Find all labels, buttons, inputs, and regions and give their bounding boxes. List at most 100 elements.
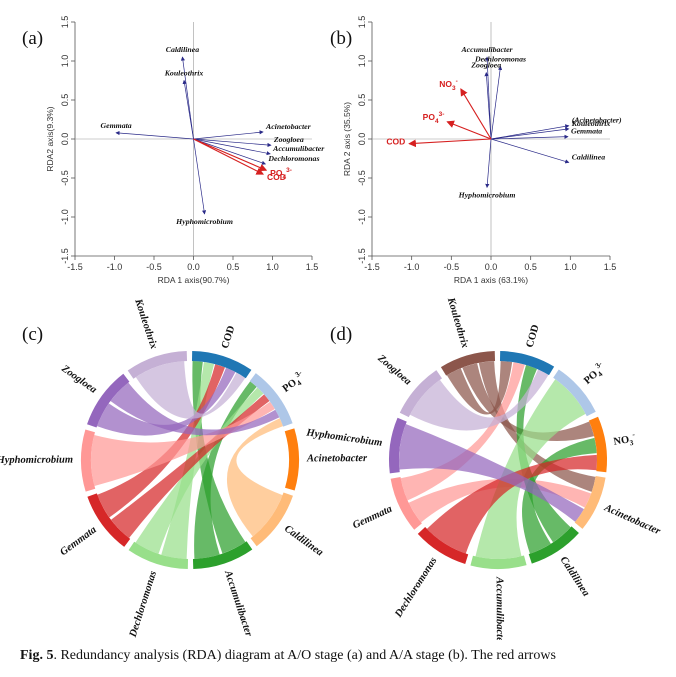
species-label-gemmata: Gemmata — [571, 127, 602, 136]
chord-label-hyphomicrobium: Hyphomicrobium — [305, 428, 383, 450]
chord-label-base: Zoogloea — [58, 363, 98, 396]
chord-ribbon-kouleothrix-cod — [446, 361, 513, 415]
chord-label-gemmata: Gemmata — [351, 504, 394, 532]
y-tick-label: 1.5 — [60, 16, 70, 29]
chord-ribbon-accumulibacter-po — [475, 379, 586, 559]
species-arrow-hyphomicrobium — [193, 138, 207, 215]
y-axis-title: RDA 2 axis (35.5%) — [342, 102, 352, 176]
rda-panel-b: (b) -1.5 -1.0 -0.5 0.0 0.5 1.0 1.5 1.5 1.0 0.5 0.0 -… — [330, 16, 622, 285]
chord-label-dechloromonas: Dechloromonas — [393, 556, 440, 621]
env-arrow-cod — [408, 138, 492, 148]
chord-label-hyphomicrobium: Hyphomicrobium — [0, 455, 73, 466]
chord-label-zoogloea: Zoogloea — [58, 363, 98, 396]
chord-label-base: Dechloromonas — [393, 556, 440, 621]
chord-ribbon-kouleothrix-acinetobacter — [478, 361, 596, 492]
species-arrow-zoogloea — [484, 72, 492, 140]
chord-label-base: Kouleothrix — [444, 296, 470, 350]
chord-ribbon-zoogloea-cod — [409, 369, 549, 431]
species-label-accumulibacter: Accumulibacter — [272, 144, 325, 153]
y-tick-label: 0.0 — [357, 133, 367, 146]
chord-ribbon-kouleothrix-cod — [135, 361, 246, 419]
species-label-kouleothrix: Kouleothrix — [164, 69, 204, 78]
chord-label-base: Zoogloea — [374, 353, 412, 388]
species-label-zoogloea: Zoogloea — [273, 135, 304, 144]
species-arrow-acinetobacter — [193, 130, 264, 140]
species-label-caldilinea: Caldilinea — [572, 152, 605, 161]
x-tick-label: 0.0 — [187, 262, 200, 272]
panel-label: (d) — [330, 324, 352, 345]
panel-label: (a) — [22, 28, 43, 49]
species-label-zoogloea: Zoogloea — [470, 61, 501, 70]
chord-label-sup: 3- — [593, 359, 604, 370]
env-arrow-no3 — [460, 88, 492, 140]
chord-ribbon-dechloromonas-no — [426, 454, 597, 554]
chord-ribbon-gemmata-cod — [400, 362, 525, 501]
chord-label-base: Caldilinea — [557, 555, 591, 599]
chord-label-base: COD — [220, 324, 238, 350]
species-label-acinetobacter: Acinetobacter — [265, 122, 312, 131]
chord-label-kouleothrix: Kouleothrix — [132, 297, 159, 351]
species-label-caldilinea: Caldilinea — [166, 45, 199, 54]
x-axis-title: RDA 1 axis (63.1%) — [454, 275, 528, 285]
species-arrow-hyphomicrobium — [485, 138, 492, 189]
rda-panel-a: (a) -1.5 -1.0 -0.5 0.0 0.5 1.0 1.5 1.5 1.0 0.5 0.0 -… — [22, 16, 325, 285]
env-label-sup: - — [456, 78, 458, 85]
chord-sector-zoogloea — [399, 370, 443, 418]
env-arrow-po4-3 — [193, 138, 268, 172]
chord-label-cod: COD — [525, 323, 542, 349]
chord-ribbons — [90, 361, 284, 559]
x-tick-label: 0.0 — [485, 262, 498, 272]
species-arrow-dechloromonas — [490, 65, 503, 140]
chord-label-base: Gemmata — [351, 504, 394, 532]
chord-label-accumulibacter: Accumulibacter — [221, 568, 254, 639]
y-tick-label: -1.0 — [60, 209, 70, 225]
chord-label-base: Gemmata — [59, 525, 99, 559]
chord-label-base: COD — [525, 323, 542, 349]
x-tick-label: 0.5 — [227, 262, 240, 272]
panel-label: (c) — [22, 324, 43, 345]
species-label-gemmata: Gemmata — [100, 121, 131, 130]
env-label-po4-3: PO43- — [423, 111, 445, 125]
chord-label-base: Acinetobacter — [306, 454, 368, 465]
env-label-sub: 3 — [452, 85, 456, 92]
chord-label-zoogloea: Zoogloea — [374, 353, 412, 388]
chord-label-po: PO43- — [579, 359, 609, 388]
chord-ribbon-hyphomicrobium-acinetobacter — [399, 423, 584, 522]
caption-label: Fig. 5 — [20, 648, 54, 663]
y-tick-label: 1.5 — [357, 16, 367, 29]
chord-ribbon-caldilinea-po — [226, 418, 284, 537]
chord-sector-dechloromonas — [417, 527, 469, 564]
chord-label-base: Acinetobacter — [602, 503, 663, 538]
figure-caption: Fig. 5. Redundancy analysis (RDA) diagra… — [20, 648, 660, 664]
species-arrow-gemmata — [115, 130, 194, 140]
chord-sector-acinetobacter — [574, 476, 606, 529]
species-label-kouleothrix: Kouleothrix — [571, 119, 611, 128]
chord-label-base: Kouleothrix — [132, 297, 159, 351]
species-arrow-zoogloea — [193, 138, 272, 148]
chord-label-acinetobacter: Acinetobacter — [602, 503, 663, 538]
env-label-sup: 3- — [286, 167, 292, 174]
caption-text: . Redundancy analysis (RDA) diagram at A… — [53, 648, 556, 663]
chord-sector-no — [588, 416, 607, 473]
chord-sector-hyphomicrobium — [81, 429, 96, 492]
y-tick-label: -0.5 — [357, 170, 367, 186]
species-label-hyphomicrobium: Hyphomicrobium — [458, 190, 516, 199]
chord-label-accumulibacter: Accumulibacter — [493, 576, 504, 640]
chord-label-po: PO43- — [278, 368, 308, 397]
env-label-cod: COD — [386, 137, 405, 147]
chord-label-kouleothrix: Kouleothrix — [444, 296, 470, 350]
chord-panel-d: (d) CODPO43-NO3-AcinetobacterCaldilineaAc… — [305, 296, 663, 647]
y-tick-label: -1.5 — [357, 248, 367, 264]
species-arrow-kouleothrix — [490, 127, 570, 140]
chord-sector-dechloromonas — [128, 541, 189, 569]
species-arrow-kouleothrix — [182, 79, 194, 140]
species-arrow-caldilinea — [490, 138, 570, 164]
chord-sector-zoogloea — [87, 373, 130, 428]
chord-label-base: Dechloromonas — [128, 570, 160, 640]
species-arrow-acinetobacter — [490, 124, 570, 140]
species-label-dechloromonas: Dechloromonas — [474, 54, 526, 63]
chord-sector-po — [553, 369, 596, 417]
chord-sector-hyphomicrobium — [389, 417, 407, 474]
env-arrow-cod — [193, 138, 265, 175]
